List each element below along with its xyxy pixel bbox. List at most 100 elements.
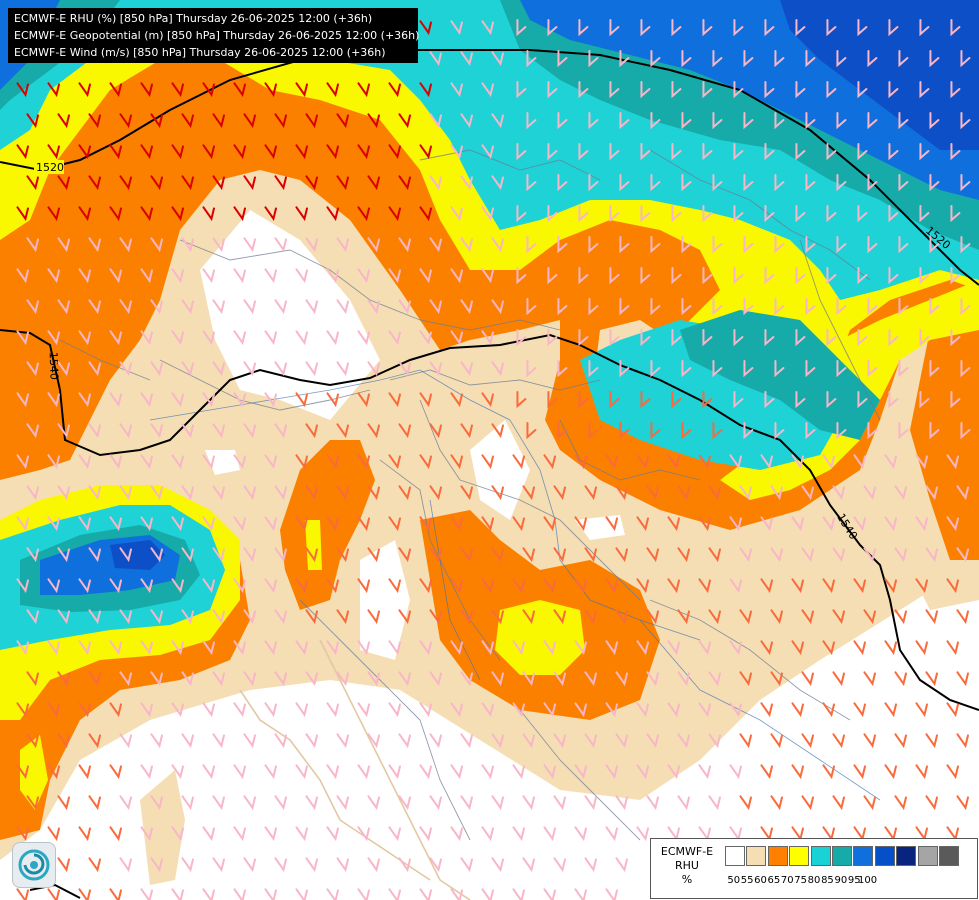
legend-title-model: ECMWF-E <box>660 845 714 858</box>
wind-barb <box>857 329 868 347</box>
wind-barb <box>650 298 661 316</box>
wind-barb <box>950 143 961 161</box>
wind-barb <box>88 175 102 191</box>
wind-barb <box>398 547 412 563</box>
wind-barb <box>140 330 154 346</box>
wind-barb <box>888 329 899 347</box>
wind-barb <box>481 702 495 718</box>
wind-barb <box>667 454 681 470</box>
legend-ticks: 50 55 60 65 70 75 80 85 90 95 100 <box>727 875 878 886</box>
wind-barb <box>739 671 753 687</box>
wind-barb <box>857 81 868 99</box>
wind-barb <box>16 640 30 656</box>
wind-barb <box>832 671 846 687</box>
wind-barb <box>450 888 464 900</box>
wind-barb <box>202 764 216 780</box>
wind-barb <box>526 422 537 440</box>
wind-barb <box>646 733 660 749</box>
wind-barb <box>336 299 350 315</box>
wind-barb <box>295 888 309 900</box>
wind-barb <box>853 578 867 594</box>
wind-barb <box>574 764 588 780</box>
wind-barb <box>956 671 970 687</box>
wind-barb <box>822 454 836 470</box>
wind-barb <box>481 268 495 284</box>
wind-barb <box>646 671 660 687</box>
wind-barb <box>491 795 505 811</box>
contour-label-1520-west: 1520 <box>36 161 64 174</box>
wind-barb <box>543 826 557 842</box>
wind-barb <box>88 237 102 253</box>
wind-barb <box>16 268 30 284</box>
wind-barb <box>233 330 247 346</box>
wind-barb <box>150 361 164 377</box>
wind-barb <box>357 392 371 408</box>
wind-barb <box>109 392 123 408</box>
wind-barb <box>326 888 340 900</box>
wind-barb <box>243 113 257 129</box>
wind-barb <box>946 764 960 780</box>
contour-label-1540-west: 1540 <box>47 352 61 380</box>
wind-barb <box>274 113 288 129</box>
wind-barb <box>481 330 495 346</box>
wind-barb <box>588 360 599 378</box>
wind-barb <box>667 764 681 780</box>
wind-barb <box>119 361 133 377</box>
wind-barb <box>925 733 939 749</box>
wind-barb <box>888 81 899 99</box>
wind-barb <box>667 516 681 532</box>
wind-barb <box>760 764 774 780</box>
wind-barb <box>609 267 620 285</box>
wind-barb <box>543 640 557 656</box>
wind-barb <box>636 516 650 532</box>
wind-barb <box>264 764 278 780</box>
wind-barb <box>336 733 350 749</box>
wind-barb <box>460 361 474 377</box>
wind-barb <box>512 640 526 656</box>
wind-barb <box>950 391 961 409</box>
wind-barb <box>677 485 691 501</box>
wind-barb <box>429 51 443 67</box>
wind-barb <box>681 50 692 68</box>
wind-barb <box>109 764 123 780</box>
wind-barb <box>584 547 598 563</box>
legend-swatch <box>767 846 788 866</box>
wind-barb <box>671 329 682 347</box>
wind-barb <box>419 764 433 780</box>
wind-barb <box>605 454 619 470</box>
wind-barb <box>140 764 154 780</box>
wind-barb <box>181 361 195 377</box>
wind-barb <box>57 175 71 191</box>
wind-barb <box>609 81 620 99</box>
wind-barb <box>88 299 102 315</box>
wind-barb <box>898 112 909 130</box>
wind-barb <box>419 888 433 900</box>
wind-barb <box>78 392 92 408</box>
wind-barb <box>584 795 598 811</box>
wind-barb <box>202 702 216 718</box>
wind-barb <box>791 578 805 594</box>
wind-barb <box>57 113 71 129</box>
wind-barb <box>398 485 412 501</box>
wind-barb <box>671 19 682 37</box>
wind-barb <box>822 702 836 718</box>
wind-barb <box>419 144 433 160</box>
wind-barb <box>733 205 744 223</box>
wind-barb <box>946 516 960 532</box>
wind-barb <box>357 640 371 656</box>
wind-barb <box>853 516 867 532</box>
wind-barb <box>357 764 371 780</box>
wind-barb <box>202 578 216 594</box>
wind-barb <box>388 516 402 532</box>
wind-barb <box>795 267 806 285</box>
wind-barb <box>243 299 257 315</box>
wind-barb <box>429 361 443 377</box>
wind-barb <box>698 764 712 780</box>
wind-barb <box>557 50 568 68</box>
wind-barb <box>336 361 350 377</box>
wind-barbs <box>16 19 971 900</box>
legend-swatch <box>725 846 745 866</box>
wind-barb <box>853 640 867 656</box>
wind-barb <box>640 81 651 99</box>
wind-barb <box>171 330 185 346</box>
